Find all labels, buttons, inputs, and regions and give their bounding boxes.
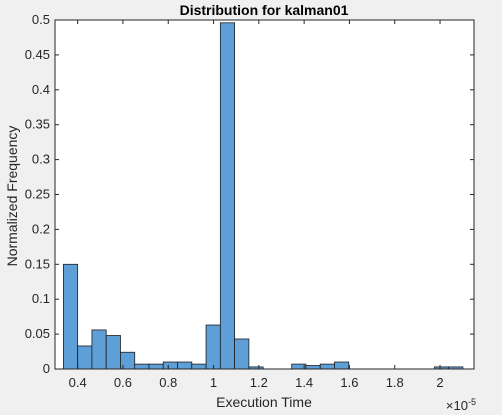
x-tick-label: 0.4	[69, 375, 87, 390]
histogram-bar	[77, 345, 93, 370]
y-ticks-group: 0 0.05 0.1 0.15 0.2 0.25 0.3 0.35 0.4 0.45 0.5	[25, 12, 474, 376]
histogram-bar	[177, 361, 193, 370]
x-tick-label: 0.6	[114, 375, 132, 390]
x-tick-label: 1.8	[386, 375, 404, 390]
histogram-bar	[319, 363, 335, 370]
x-exponent-base: ×10	[446, 398, 468, 413]
y-axis-label: Normalized Frequency	[4, 126, 20, 267]
y-tick-label: 0.5	[32, 12, 50, 27]
y-tick-label: 0.35	[25, 117, 50, 132]
y-tick-label: 0.25	[25, 187, 50, 202]
y-tick-label: 0.15	[25, 256, 50, 271]
x-axis-label: Execution Time	[216, 394, 312, 410]
histogram-bar	[162, 361, 178, 370]
y-tick-label: 0.05	[25, 326, 50, 341]
chart-title: Distribution for kalman01	[180, 2, 349, 18]
x-ticks-group: 0.4 0.6 0.8 1 1.2 1.4 1.6 1.8 2	[69, 20, 444, 390]
x-exponent-label: ×10-5	[446, 397, 476, 413]
y-tick-label: 0.3	[32, 152, 50, 167]
y-tick-label: 0.4	[32, 82, 50, 97]
x-exponent-power: -5	[468, 397, 476, 407]
x-tick-label: 1.4	[295, 375, 313, 390]
histogram-bar	[134, 363, 150, 370]
x-tick-label: 1.2	[250, 375, 268, 390]
histogram-bar	[234, 338, 250, 370]
histogram-bar	[62, 263, 79, 370]
histogram-bar	[305, 365, 321, 370]
x-tick-label: 2	[436, 375, 443, 390]
x-tick-label: 1.6	[340, 375, 358, 390]
y-tick-label: 0	[43, 361, 50, 376]
x-tick-label: 1	[210, 375, 217, 390]
y-tick-label: 0.1	[32, 291, 50, 306]
histogram-bar	[91, 329, 107, 370]
histogram-bar	[148, 363, 164, 370]
x-tick-label: 0.8	[159, 375, 177, 390]
histogram-bar	[191, 363, 207, 370]
histogram-bar	[219, 22, 236, 370]
bars-group	[62, 22, 464, 370]
histogram-bar	[205, 324, 221, 370]
plot-area	[55, 20, 474, 369]
y-tick-label: 0.45	[25, 47, 50, 62]
histogram-bar	[334, 361, 350, 370]
histogram-bar	[105, 335, 121, 370]
y-tick-label: 0.2	[32, 221, 50, 236]
